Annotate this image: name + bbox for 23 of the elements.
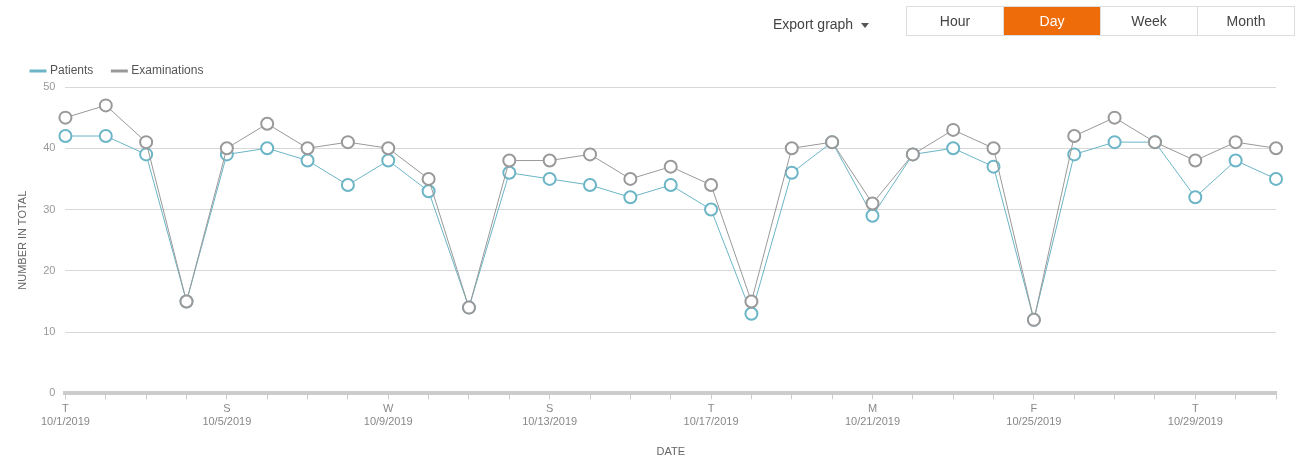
- y-tick-label: 10: [43, 325, 56, 338]
- legend-label: Patients: [50, 63, 94, 78]
- y-tick-label: 40: [43, 141, 56, 154]
- text: Export graph: [773, 16, 854, 32]
- y-tick-label: 50: [43, 80, 56, 93]
- text: Week: [1100, 6, 1198, 36]
- x-tick-label: W 10/9/2019: [363, 402, 413, 428]
- x-tick-label: M 10/21/2019: [844, 402, 901, 428]
- x-tick-label: T 10/17/2019: [683, 402, 739, 428]
- text: Day: [1003, 6, 1101, 36]
- legend-label: Examinations: [131, 63, 204, 78]
- y-tick-label: 20: [43, 263, 56, 276]
- x-tick-label: F 10/25/2019: [1006, 402, 1062, 428]
- x-tick-label: S 10/13/2019: [522, 402, 578, 428]
- y-tick-label: 30: [43, 202, 56, 215]
- x-tick-label: T 10/29/2019: [1167, 402, 1223, 428]
- y-tick-label: 0: [49, 386, 56, 399]
- text: Month: [1197, 6, 1295, 36]
- text: Hour: [906, 6, 1004, 36]
- x-axis-title: DATE: [656, 445, 685, 458]
- y-axis-title: NUMBER IN TOTAL: [15, 190, 28, 290]
- x-tick-label: T 10/1/2019: [40, 402, 90, 428]
- x-tick-label: S 10/5/2019: [202, 402, 252, 428]
